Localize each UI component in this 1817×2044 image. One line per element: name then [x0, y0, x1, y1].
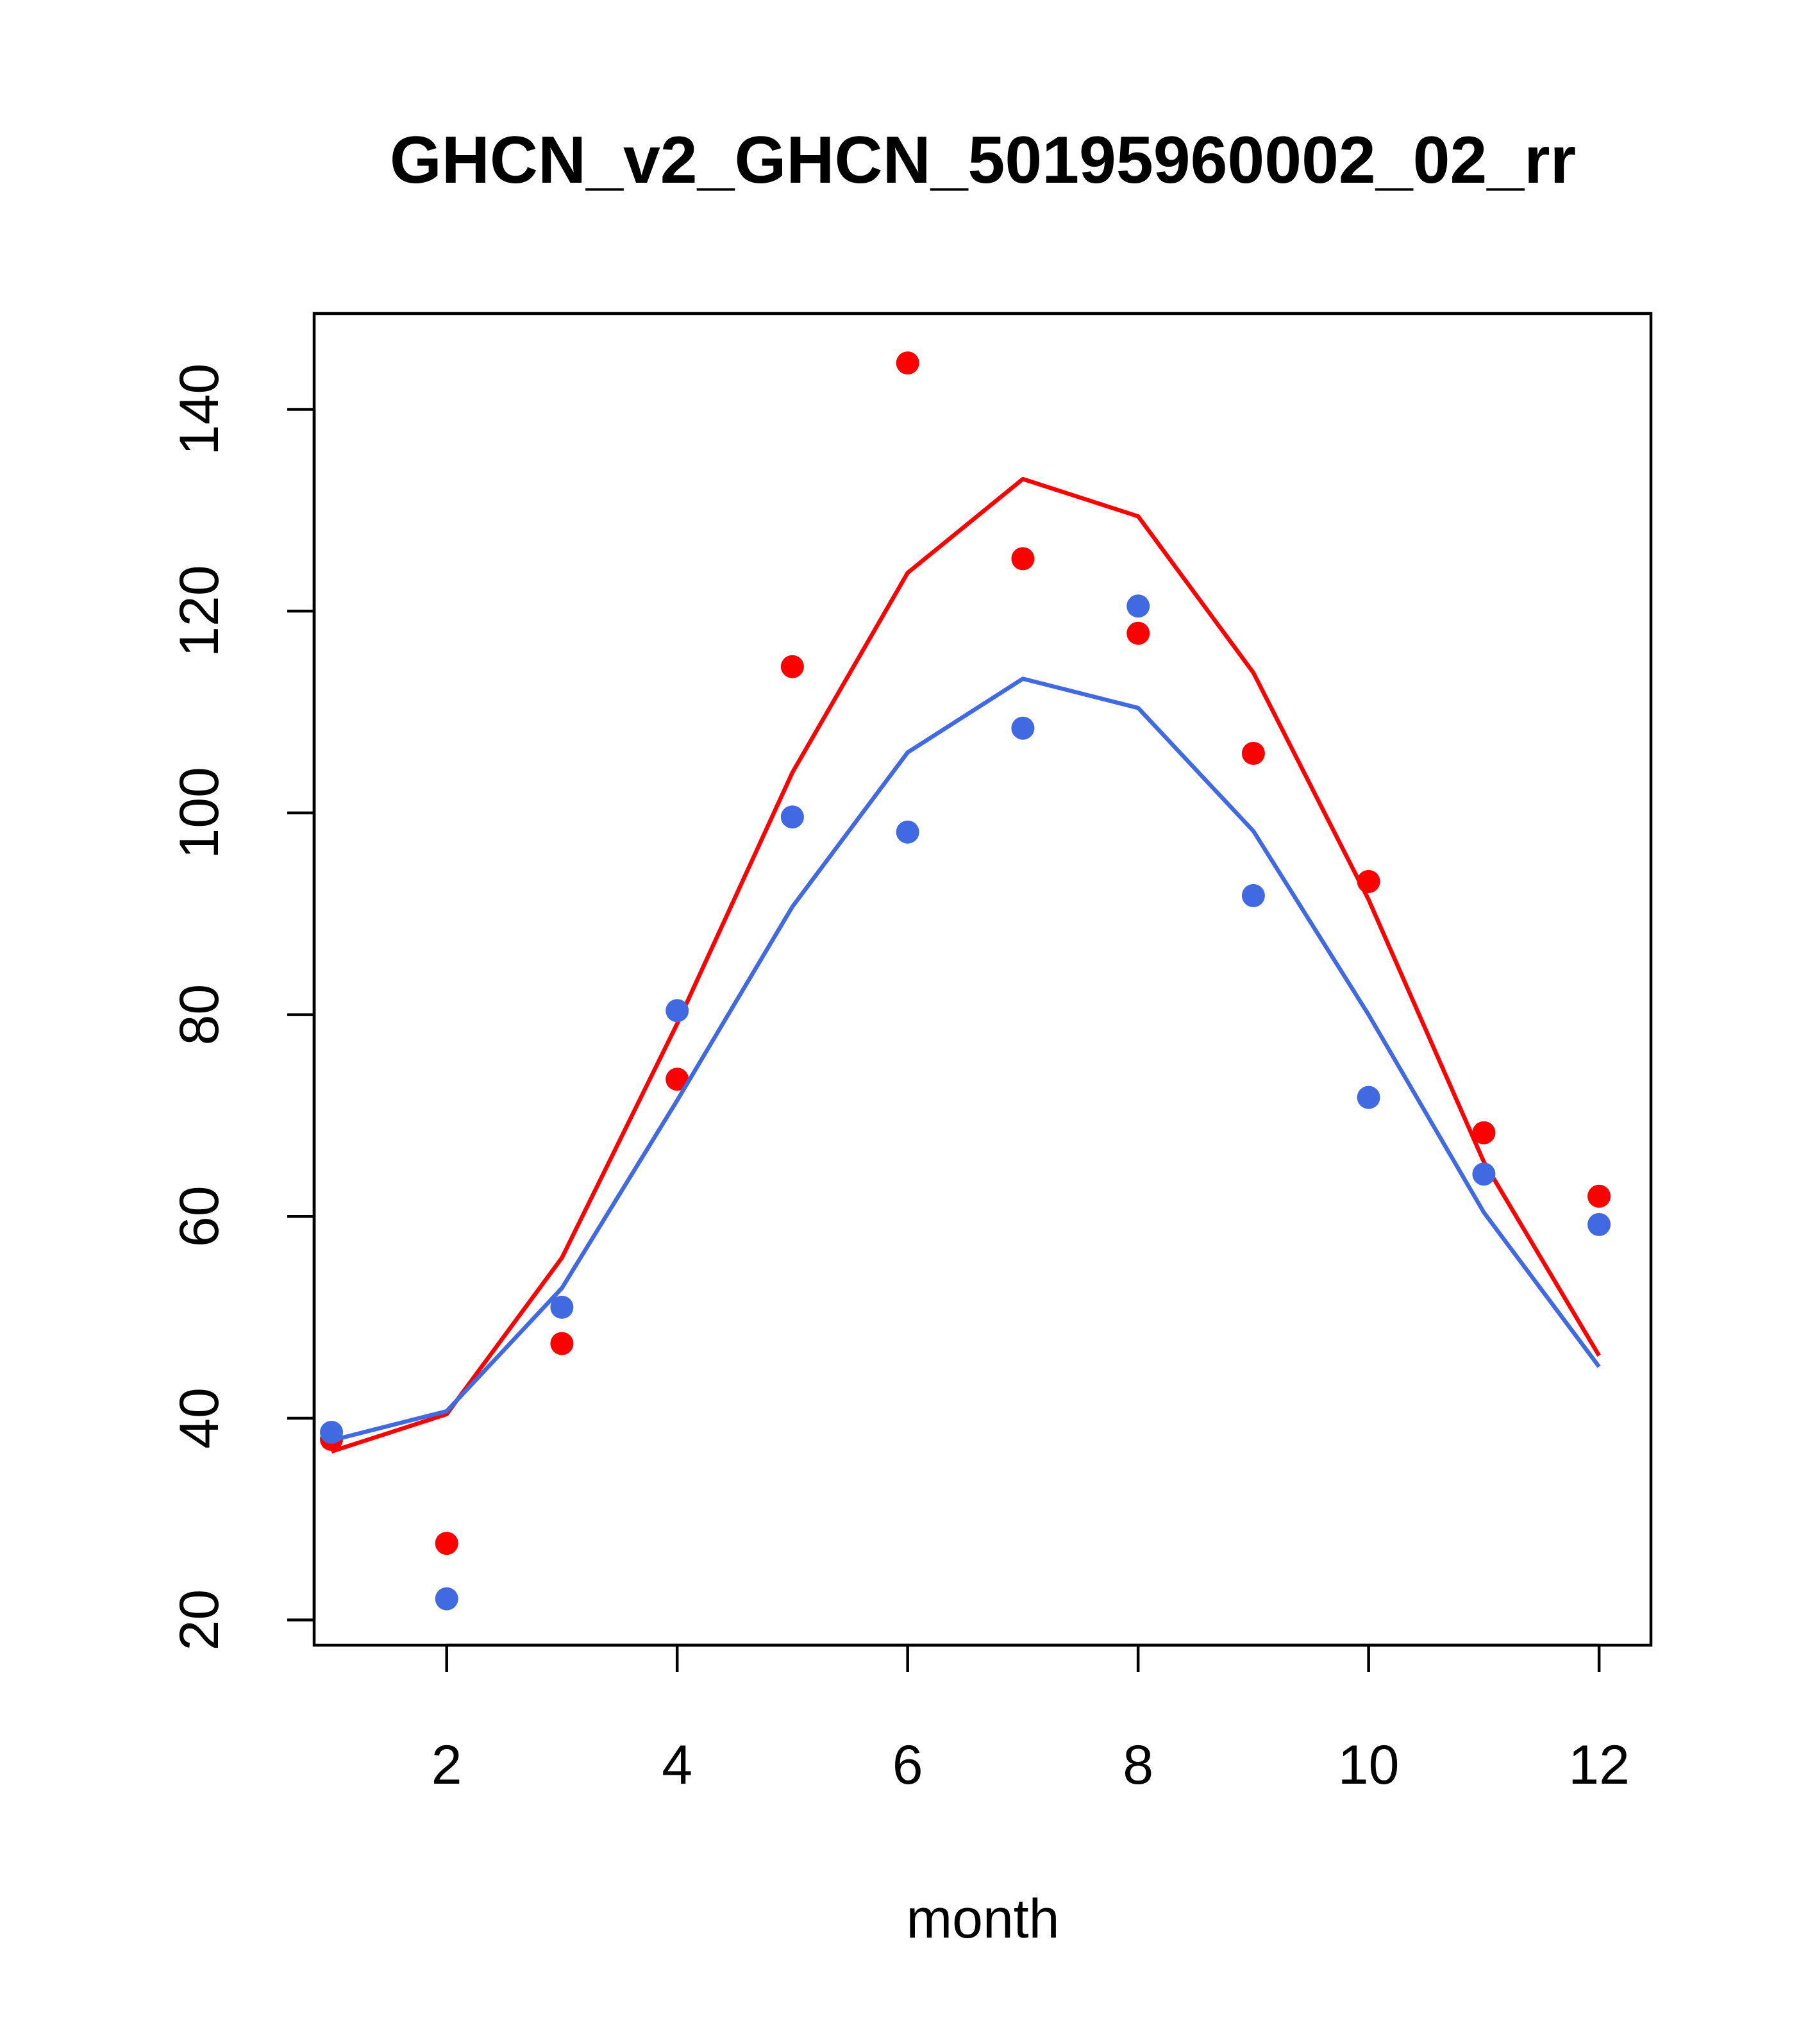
x-tick-label: 6 — [892, 1734, 923, 1796]
series-2-point — [780, 805, 804, 829]
series-2-point — [896, 820, 919, 844]
series-1-point — [666, 1068, 689, 1091]
series-1-point — [1587, 1184, 1611, 1208]
series-2-point — [666, 999, 689, 1023]
series-1-point — [780, 655, 804, 678]
x-tick-label: 4 — [662, 1734, 692, 1796]
series-1-point — [435, 1532, 458, 1555]
series-1-line — [330, 476, 1601, 1453]
y-tick-label: 20 — [169, 1589, 230, 1651]
x-tick-label: 8 — [1123, 1734, 1153, 1796]
series-1-point — [896, 351, 919, 375]
y-axis: 20 40 60 80 100 120 140 — [169, 364, 316, 1651]
series-2-point — [1011, 716, 1035, 740]
y-tick-label: 100 — [169, 767, 230, 859]
y-tick-label: 120 — [169, 565, 230, 657]
x-axis-label: month — [906, 1888, 1059, 1950]
series-2-point — [1357, 1085, 1380, 1109]
chart-title: GHCN_v2_GHCN_50195960002_02_rr — [390, 123, 1576, 197]
series-1-point — [1472, 1121, 1496, 1144]
y-tick-label: 40 — [169, 1387, 230, 1449]
y-tick-label: 80 — [169, 984, 230, 1046]
x-tick-label: 12 — [1568, 1734, 1630, 1796]
series-1-point — [1011, 547, 1035, 571]
series-1-point — [1126, 621, 1150, 645]
y-tick-label: 60 — [169, 1185, 230, 1247]
y-tick-label: 140 — [169, 364, 230, 456]
series-2-point — [1126, 594, 1150, 618]
series-1-point — [550, 1332, 574, 1355]
series-2-point — [1472, 1162, 1496, 1186]
plot-area — [320, 351, 1611, 1611]
series-2-point — [320, 1421, 343, 1444]
series-2-point — [1587, 1212, 1611, 1236]
series-2-point — [1241, 884, 1265, 907]
x-tick-label: 10 — [1338, 1734, 1400, 1796]
x-axis: 2 4 6 8 10 12 — [431, 1643, 1630, 1796]
series-1-point — [1241, 742, 1265, 765]
series-2-point — [435, 1587, 458, 1611]
series-2-line — [331, 676, 1601, 1443]
series-1-point — [1357, 869, 1380, 893]
series-2-point — [550, 1295, 574, 1319]
x-tick-label: 2 — [431, 1734, 462, 1796]
